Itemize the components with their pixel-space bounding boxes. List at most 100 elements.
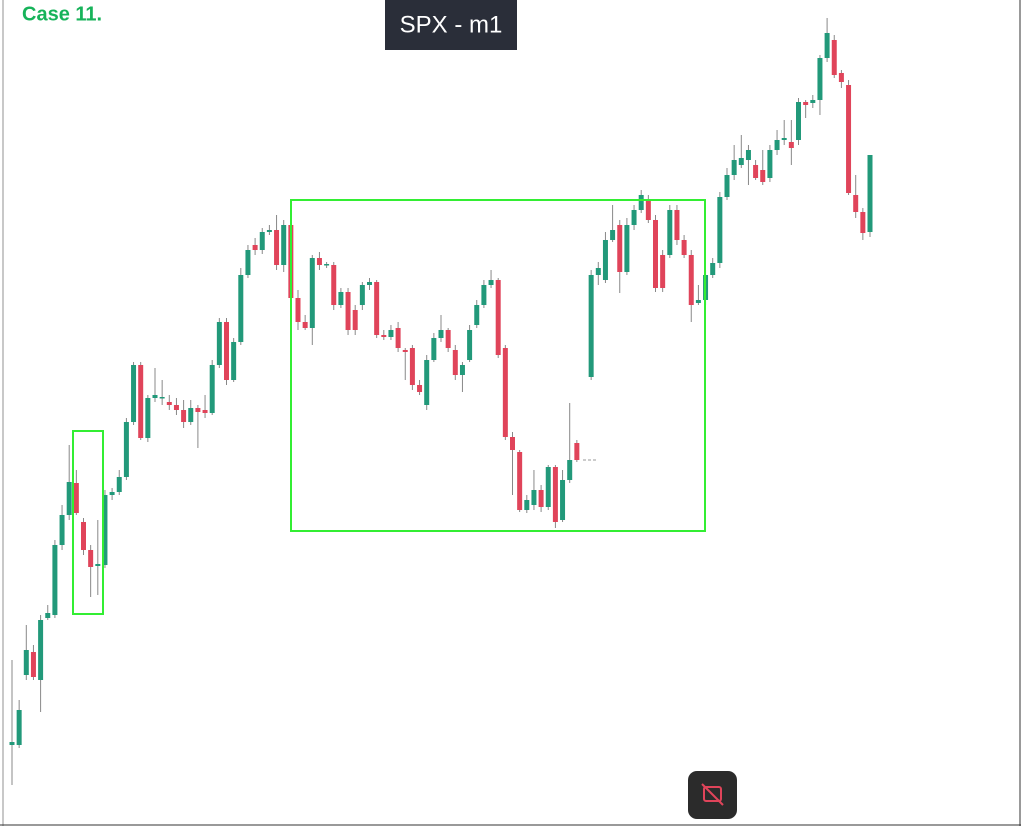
candle-body — [102, 495, 108, 565]
candle-body — [688, 255, 694, 305]
candle-body — [574, 443, 580, 460]
candle-body — [452, 350, 458, 375]
candle-body — [295, 298, 301, 322]
candle-body — [853, 195, 859, 212]
candle-body — [152, 395, 158, 398]
candle-body — [474, 305, 480, 325]
candle-body — [395, 328, 401, 348]
candle-body — [838, 73, 844, 82]
symbol-label: SPX - m1 — [400, 11, 503, 38]
candle-body — [681, 240, 687, 255]
candle-body — [445, 330, 451, 348]
candle-body — [531, 490, 537, 505]
candle-body — [731, 160, 737, 175]
candle-body — [738, 158, 744, 165]
candle-body — [9, 742, 15, 745]
candle-body — [560, 480, 566, 520]
candle-body — [674, 210, 680, 240]
candle-body — [45, 613, 51, 618]
candles — [9, 18, 873, 785]
candle-body — [381, 335, 387, 337]
candle-body — [753, 165, 759, 178]
candle-body — [309, 258, 315, 328]
candle-body — [438, 330, 444, 338]
candle-body — [59, 515, 65, 545]
candle-body — [552, 467, 558, 522]
candle-body — [638, 195, 644, 210]
candle-body — [717, 197, 723, 263]
highlight-box — [290, 199, 706, 532]
candle-body — [846, 85, 852, 193]
candle-body — [88, 550, 94, 567]
candle-body — [173, 405, 179, 410]
candle-body — [159, 397, 165, 399]
candle-body — [810, 100, 816, 103]
candle-body — [30, 652, 36, 677]
candle-body — [617, 225, 623, 272]
candle-body — [431, 338, 437, 360]
candle-body — [424, 360, 430, 405]
candle-body — [374, 282, 380, 335]
candle-body — [302, 322, 308, 328]
candle-body — [510, 437, 515, 450]
candle-body — [824, 33, 830, 58]
candle-body — [459, 365, 465, 375]
symbol-badge — [385, 0, 517, 50]
candle-body — [352, 310, 358, 330]
candle-body — [488, 280, 494, 285]
candle-body — [224, 322, 229, 380]
candle-body — [653, 220, 658, 288]
candle-body — [781, 138, 787, 140]
candle-body — [595, 268, 601, 275]
candle-body — [409, 348, 415, 385]
candle-body — [788, 142, 794, 148]
candle-body — [252, 245, 258, 250]
candle-body — [860, 212, 866, 233]
candle-body — [538, 490, 544, 507]
candle-body — [796, 102, 801, 140]
candle-body — [23, 650, 29, 675]
candle-body — [624, 225, 630, 272]
candle-body — [16, 710, 22, 745]
candle-body — [745, 150, 751, 160]
candle-body — [216, 322, 222, 365]
candle-body — [259, 232, 265, 250]
candle-body — [95, 564, 101, 566]
candle-body — [238, 275, 244, 342]
candle-body — [710, 263, 716, 275]
candle-body — [367, 282, 372, 285]
candle-body — [359, 285, 365, 305]
candle-body — [631, 210, 637, 225]
candle-body — [131, 365, 137, 422]
candle-body — [38, 620, 44, 680]
chart-title: Case 11. — [22, 3, 102, 25]
candle-body — [831, 40, 837, 75]
candle-body — [266, 230, 272, 232]
candle-body — [667, 210, 673, 255]
candle-body — [274, 230, 280, 265]
candle-body — [66, 482, 72, 515]
candle-body — [610, 230, 616, 240]
candle-body — [803, 102, 809, 105]
candle-body — [481, 285, 487, 305]
candle-body — [517, 452, 523, 510]
candle-body — [502, 348, 508, 437]
candle-body — [495, 280, 501, 355]
candle-body — [524, 500, 530, 510]
candle-body — [774, 140, 780, 150]
candle-body — [281, 225, 287, 265]
candle-body — [338, 292, 344, 305]
candle-body — [202, 410, 208, 413]
candle-body — [660, 255, 666, 288]
candle-body — [188, 408, 194, 422]
candle-body — [209, 365, 215, 413]
candle-body — [402, 350, 408, 352]
candle-body — [195, 408, 201, 412]
candle-body — [145, 398, 151, 438]
candle-body — [645, 200, 651, 220]
candle-body — [116, 477, 122, 492]
candle-body — [231, 342, 237, 380]
candle-body — [138, 365, 144, 438]
